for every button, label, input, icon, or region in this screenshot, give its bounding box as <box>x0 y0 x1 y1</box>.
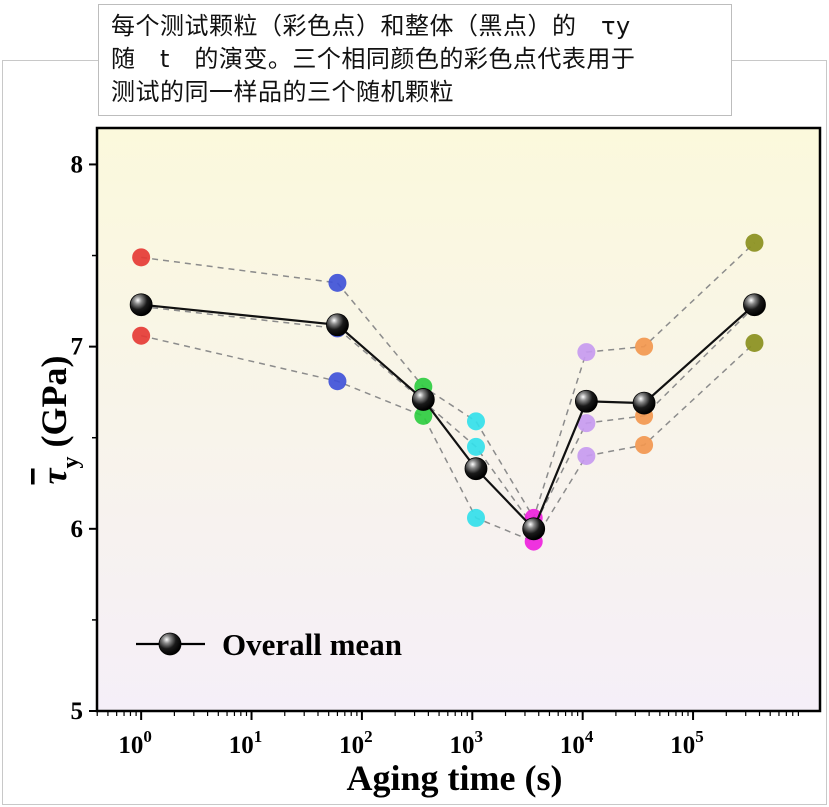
particle-point <box>132 326 151 345</box>
particle-point <box>577 414 596 433</box>
x-tick-label: 105 <box>670 727 704 759</box>
mean-point <box>464 457 488 481</box>
particle-point <box>328 273 347 292</box>
x-tick-label: 104 <box>560 727 594 759</box>
mean-point <box>632 391 656 415</box>
axes: 5 6 7 8 100 101 102 103 104 105 Aging time (s) τy (… <box>34 126 822 798</box>
caption-line-1: 每个测试颗粒（彩色点）和整体（黑点）的 τy <box>111 12 631 40</box>
particle-point <box>635 337 654 356</box>
plot-background <box>97 128 820 711</box>
particle-point <box>577 446 596 465</box>
particle-point <box>745 333 764 352</box>
particle-point <box>414 406 433 425</box>
particle-point <box>577 343 596 362</box>
particle-point <box>328 372 347 391</box>
dashed-connector <box>141 305 756 529</box>
mean-point <box>129 293 153 317</box>
x-tick-label: 101 <box>229 727 263 759</box>
particle-point <box>132 248 151 267</box>
caption-box: 每个测试颗粒（彩色点）和整体（黑点）的 τy 随 t 的演变。三个相同颜色的彩色… <box>98 4 732 116</box>
mean-point <box>411 388 435 411</box>
overall-mean-series <box>129 293 766 541</box>
particle-point <box>466 508 485 527</box>
caption-line-3: 测试的同一样品的三个随机颗粒 <box>111 78 454 106</box>
y-tick-label: 8 <box>71 151 84 178</box>
particle-point <box>466 437 485 456</box>
mean-point <box>574 389 598 413</box>
plot-area <box>97 128 820 711</box>
legend: Overall mean <box>136 627 402 662</box>
y-tick-label: 7 <box>71 334 84 361</box>
y-axis-title: τy (GPa) <box>34 356 84 485</box>
legend-marker <box>158 632 182 656</box>
x-tick-label: 100 <box>118 727 152 759</box>
x-tick-label: 102 <box>339 727 373 759</box>
x-tick-label: 103 <box>450 727 484 759</box>
connector-lines <box>141 242 756 543</box>
dashed-connector <box>141 334 756 543</box>
mean-point <box>522 517 546 541</box>
particle-point <box>466 412 485 431</box>
x-axis-title: Aging time (s) <box>347 758 563 798</box>
mean-point <box>326 313 349 337</box>
y-tick-label: 6 <box>71 516 84 543</box>
particle-point <box>635 436 654 455</box>
axis-frame <box>95 126 822 713</box>
y-tick-label: 5 <box>71 698 84 725</box>
legend-label: Overall mean <box>222 627 402 662</box>
dashed-connector <box>141 242 756 520</box>
mean-point <box>743 293 766 317</box>
particle-point <box>745 233 764 252</box>
caption-line-2: 随 t 的演变。三个相同颜色的彩色点代表用于 <box>111 45 636 73</box>
